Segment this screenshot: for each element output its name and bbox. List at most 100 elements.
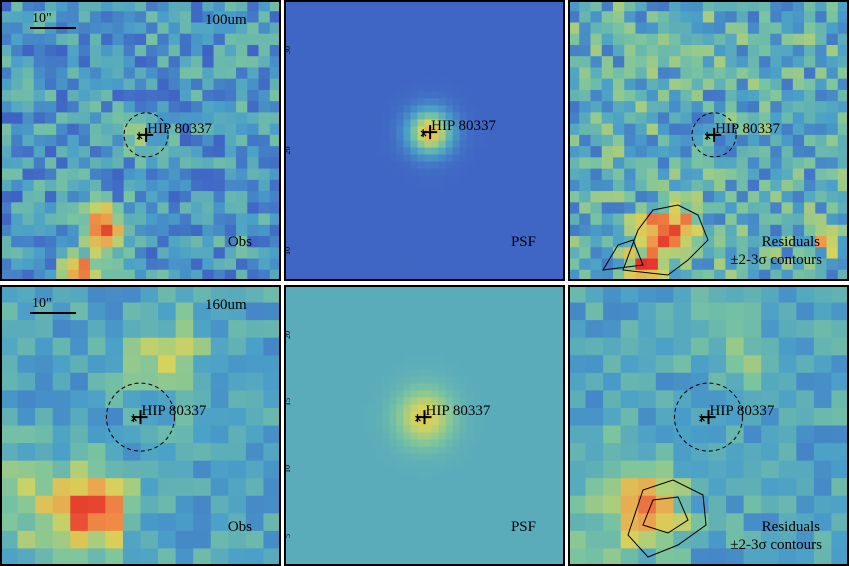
pixel [368, 224, 376, 233]
pixel [459, 530, 468, 539]
pixel [638, 407, 657, 427]
pixel [368, 203, 376, 212]
pixel [312, 28, 320, 36]
pixel [361, 488, 369, 497]
pixel [319, 509, 327, 518]
pixel [375, 238, 383, 247]
pixel [105, 320, 124, 339]
pixel [466, 21, 475, 29]
pixel [312, 140, 320, 149]
pixel [487, 369, 496, 377]
pixel [804, 224, 816, 237]
pixel [258, 67, 271, 80]
pixel [431, 35, 440, 43]
pixel [459, 460, 468, 469]
pixel [284, 467, 292, 476]
pixel [501, 224, 510, 233]
pixel [473, 210, 482, 219]
pixel [417, 175, 426, 184]
pixel [389, 425, 397, 434]
pixel [396, 285, 405, 293]
pixel [410, 0, 419, 8]
pixel [473, 516, 482, 525]
pixel [494, 175, 503, 184]
pixel [284, 369, 292, 377]
pixel [508, 14, 517, 22]
pixel [52, 390, 71, 409]
pixel [347, 112, 355, 121]
pixel [612, 224, 625, 237]
pixel [736, 56, 749, 69]
pixel [101, 269, 113, 281]
pixel [431, 432, 440, 441]
pixel [56, 101, 69, 113]
pixel [515, 98, 524, 106]
pixel [298, 133, 306, 142]
pixel [312, 42, 320, 50]
pixel [224, 202, 237, 215]
pixel [89, 213, 102, 226]
pixel [382, 446, 390, 455]
pixel [375, 355, 383, 363]
pixel [438, 341, 447, 349]
pixel [368, 530, 376, 539]
pixel [403, 84, 412, 92]
pixel [305, 299, 313, 307]
pixel [487, 488, 496, 497]
pixel [403, 14, 412, 22]
pixel [550, 474, 559, 483]
pixel [680, 247, 693, 260]
pixel [101, 168, 113, 181]
pixel [245, 443, 265, 462]
pixel [347, 217, 355, 226]
pixel [459, 119, 468, 128]
pixel [396, 0, 405, 8]
pixel [792, 168, 805, 181]
pixel [396, 133, 405, 142]
pixel [361, 140, 369, 149]
pixel [105, 355, 124, 374]
pixel [305, 460, 313, 469]
pixel [473, 432, 482, 441]
pixel [837, 134, 849, 147]
pixel [417, 509, 426, 518]
pixel [466, 418, 475, 427]
pixel [284, 133, 292, 142]
pixel [52, 407, 71, 427]
pixel [312, 252, 320, 261]
pixel [815, 44, 828, 57]
pixel [804, 101, 816, 113]
pixel [635, 101, 648, 113]
pixel [792, 67, 805, 80]
pixel [0, 56, 12, 69]
pixel [298, 98, 306, 106]
pixel [101, 33, 113, 46]
pixel [389, 481, 397, 490]
pixel [522, 523, 531, 532]
pixel [837, 123, 849, 136]
pixel [736, 44, 749, 57]
pixel [459, 231, 468, 240]
pixel [759, 202, 771, 215]
pixel [389, 299, 397, 307]
pixel [123, 56, 136, 69]
pixel [375, 369, 383, 377]
pixel [424, 292, 433, 300]
pixel [480, 495, 489, 504]
pixel [550, 259, 559, 268]
pixel [543, 56, 552, 64]
pixel [480, 84, 489, 92]
pixel [298, 273, 306, 281]
pixel [333, 439, 341, 448]
pixel [708, 478, 727, 497]
pixel [522, 355, 531, 363]
pixel [624, 44, 637, 57]
pixel [466, 84, 475, 92]
pixel [382, 203, 390, 212]
pixel [312, 376, 320, 384]
pixel [638, 425, 657, 444]
pixel [389, 126, 397, 135]
pixel [550, 161, 559, 170]
pixel [459, 203, 468, 212]
pixel [361, 35, 369, 43]
